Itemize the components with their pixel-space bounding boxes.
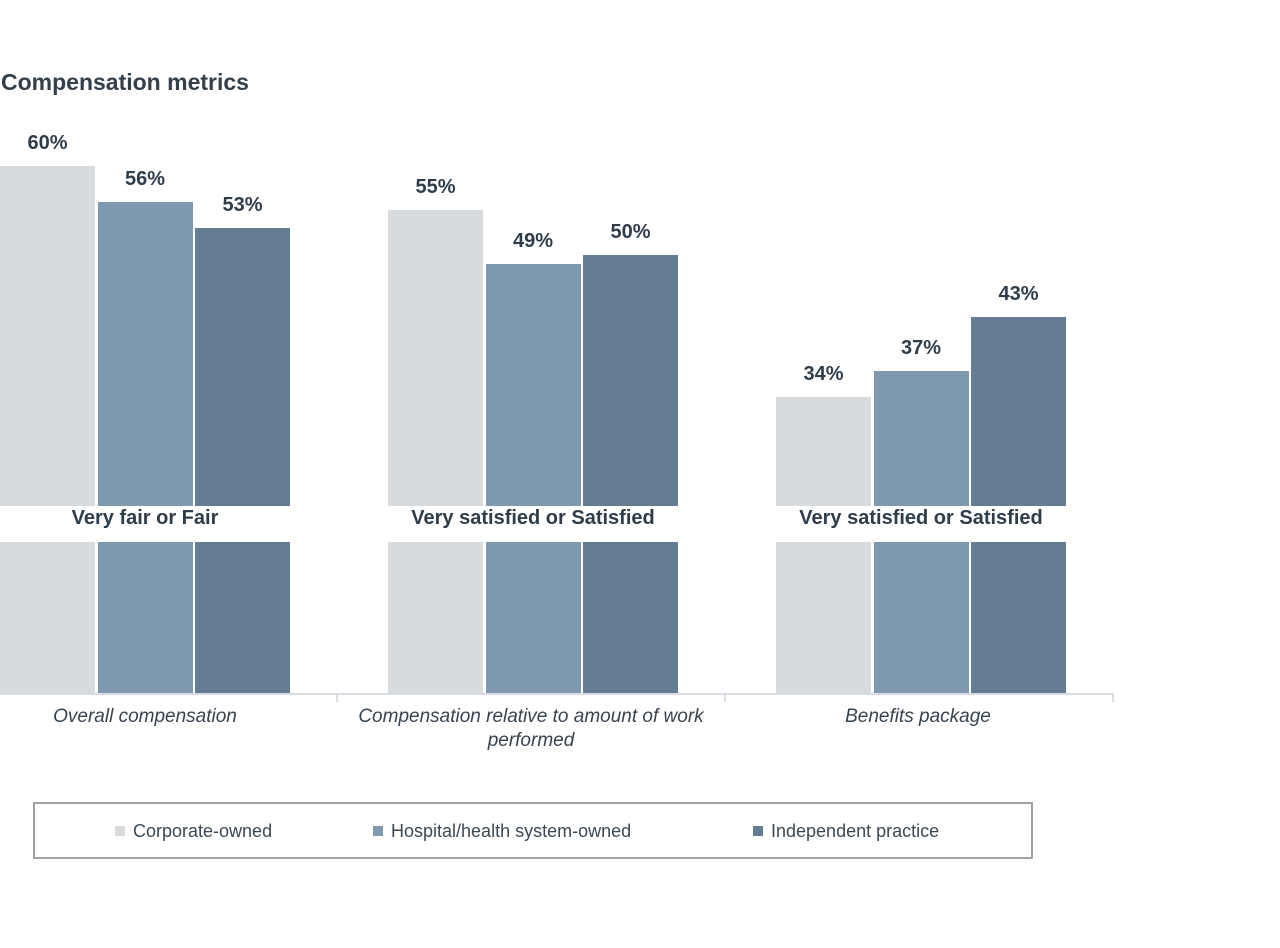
bar-group-compensation-relative: 55% 49% 50% [388, 0, 678, 506]
legend-entry-independent-practice: Independent practice [753, 820, 939, 842]
group-caption: Very fair or Fair [71, 507, 219, 529]
cropped-second-row-bar [485, 542, 581, 693]
legend-label: Independent practice [771, 820, 940, 841]
bar-group-benefits-package: 34% 37% 43% [776, 0, 1066, 506]
bar-value-label: 60% [27, 132, 68, 154]
x-axis-tick [1112, 693, 1114, 702]
x-axis-label: Compensation relative to amount of work … [358, 706, 704, 751]
legend-entry-corporate-owned: Corporate-owned [115, 820, 272, 842]
legend-label: Corporate-owned [133, 820, 273, 841]
x-axis-tick [336, 693, 338, 702]
legend-swatch-independent-practice-icon [753, 826, 763, 836]
bar-value-label: 53% [222, 194, 263, 216]
legend-swatch-hospital-owned-icon [373, 826, 383, 836]
cropped-second-row-bar [971, 542, 1066, 693]
legend [33, 802, 1033, 859]
cropped-second-row-bar [583, 542, 678, 693]
bar-0-1 [388, 210, 483, 506]
bar-1-2 [873, 371, 969, 506]
cropped-second-row-bar [0, 542, 95, 693]
bar-value-label: 50% [610, 221, 651, 243]
group-caption: Very satisfied or Satisfied [411, 507, 655, 529]
chart-title: Compensation metrics [1, 69, 249, 95]
x-axis-line [0, 693, 1114, 695]
bar-value-label: 43% [998, 283, 1039, 305]
cropped-second-row-bar [97, 542, 193, 693]
bar-1-1 [485, 264, 581, 506]
cropped-second-row-bar [776, 542, 871, 693]
bar-2-1 [583, 255, 678, 506]
bar-2-2 [971, 317, 1066, 506]
bar-group-overall-compensation: 60% 56% 53% [0, 0, 290, 506]
bar-value-label: 55% [415, 176, 456, 198]
group-caption: Very satisfied or Satisfied [799, 507, 1043, 529]
bar-2-0 [195, 228, 290, 506]
bar-0-2 [776, 397, 871, 506]
x-axis-tick [724, 693, 726, 702]
bar-1-0 [97, 202, 193, 506]
cropped-second-row-bar [195, 542, 290, 693]
legend-label: Hospital/health system-owned [391, 820, 632, 841]
bar-value-label: 37% [900, 337, 942, 359]
x-axis-label: Overall compensation [53, 706, 237, 727]
bar-value-label: 49% [512, 230, 554, 252]
bar-value-label: 56% [124, 168, 166, 190]
legend-swatch-corporate-owned-icon [115, 826, 125, 836]
bar-0-0 [0, 166, 95, 506]
cropped-second-row-bar [388, 542, 483, 693]
x-axis-label: Benefits package [845, 706, 991, 727]
bar-value-label: 34% [803, 363, 844, 385]
cropped-second-row-bar [873, 542, 969, 693]
legend-entry-hospital-owned: Hospital/health system-owned [373, 820, 631, 842]
